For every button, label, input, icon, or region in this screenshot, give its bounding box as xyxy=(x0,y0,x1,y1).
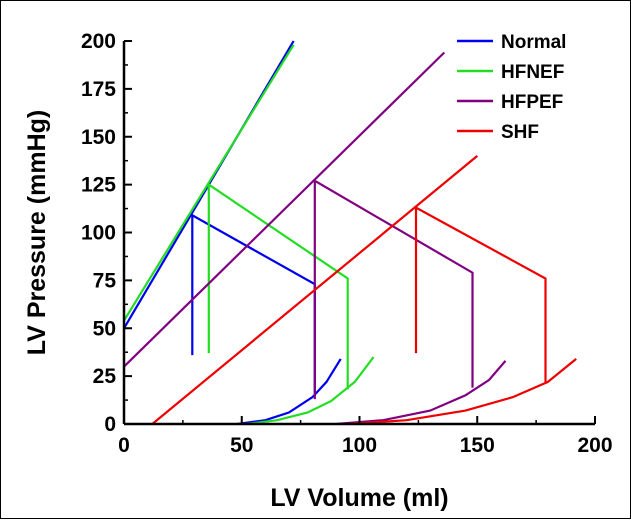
series-shf xyxy=(151,155,577,426)
y-tick-label: 50 xyxy=(93,317,116,340)
series-hfnef-line-2 xyxy=(246,356,375,426)
series-shf-line-2 xyxy=(347,358,577,426)
legend-item-hfpef: HFPEF xyxy=(457,92,563,113)
y-tick-label: 75 xyxy=(93,269,117,292)
legend-label: HFPEF xyxy=(501,92,563,113)
series-shf-line-0 xyxy=(151,155,478,425)
x-tick-label: 100 xyxy=(342,434,377,457)
series-hfpef xyxy=(123,51,507,426)
series-normal-line-2 xyxy=(236,358,342,426)
legend-item-hfnef: HFNEF xyxy=(457,62,564,83)
series-hfpef-line-1 xyxy=(313,178,474,400)
y-tick-label: 175 xyxy=(81,78,116,101)
series-hfnef xyxy=(123,44,375,426)
legend-label: Normal xyxy=(501,32,566,53)
series-layer xyxy=(123,40,577,426)
y-tick-label: 150 xyxy=(81,126,116,149)
legend-label: SHF xyxy=(501,122,539,143)
legend: Normal HFNEF HFPEF SHF xyxy=(457,32,566,143)
x-axis-title: LV Volume (ml) xyxy=(270,484,448,512)
series-hfnef-line-0 xyxy=(123,44,295,322)
x-tick-label: 200 xyxy=(577,434,612,457)
series-hfnef-line-1 xyxy=(207,182,349,390)
legend-item-normal: Normal xyxy=(457,32,566,53)
legend-item-shf: SHF xyxy=(457,122,539,143)
series-hfpef-line-0 xyxy=(123,51,446,368)
series-shf-line-1 xyxy=(414,205,547,384)
series-hfpef-line-2 xyxy=(335,360,507,426)
axes-layer: 0 50 100 150 200 0 25 50 75 100 125 150 175 200 LV Vol… xyxy=(23,30,613,512)
series-normal xyxy=(123,40,342,426)
y-axis-title: LV Pressure (mmHg) xyxy=(23,110,51,355)
x-tick-label: 0 xyxy=(118,434,130,457)
x-tick-label: 50 xyxy=(230,434,253,457)
y-tick-label: 0 xyxy=(104,413,116,436)
y-tick-label: 125 xyxy=(81,174,116,197)
y-tick-label: 100 xyxy=(81,222,116,245)
y-tick-label: 25 xyxy=(93,365,117,388)
legend-label: HFNEF xyxy=(501,62,564,83)
x-tick-label: 150 xyxy=(460,434,495,457)
y-tick-label: 200 xyxy=(81,30,116,53)
